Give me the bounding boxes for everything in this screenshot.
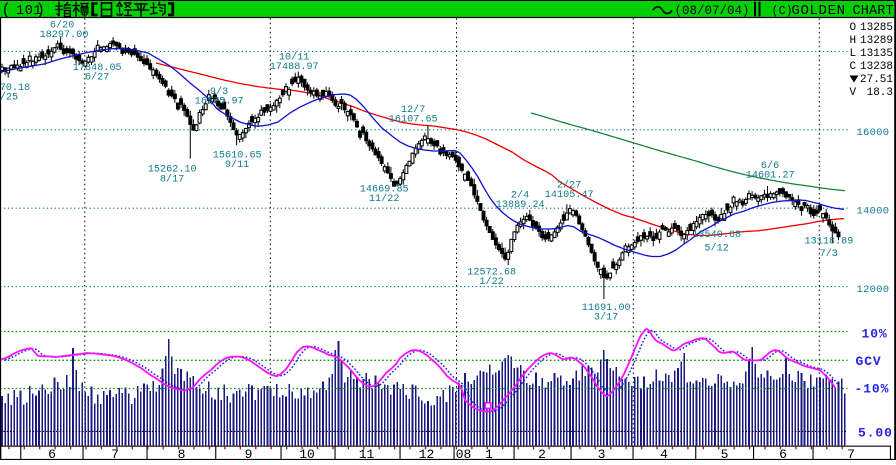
svg-text:9/11: 9/11 — [225, 159, 249, 171]
svg-text:11691.00: 11691.00 — [582, 303, 631, 314]
svg-text:8: 8 — [178, 447, 186, 460]
svg-text:5/12: 5/12 — [704, 242, 728, 254]
svg-text:101: 101 — [16, 4, 42, 19]
svg-text:1: 1 — [485, 447, 493, 460]
svg-text:13238: 13238 — [860, 61, 893, 73]
svg-text:18297.00: 18297.00 — [40, 30, 89, 41]
svg-text:GOLDEN: GOLDEN — [791, 3, 845, 19]
svg-text:): ) — [38, 1, 44, 19]
svg-text:(C): (C) — [772, 5, 793, 18]
svg-text:10%: 10% — [862, 326, 888, 341]
svg-text:17488.97: 17488.97 — [270, 62, 319, 73]
svg-text:GCV: GCV — [856, 354, 882, 369]
svg-text:V: V — [850, 87, 857, 99]
svg-text:12/7: 12/7 — [401, 104, 425, 116]
svg-text:(08/07/04): (08/07/04) — [675, 4, 750, 18]
svg-text:14000: 14000 — [857, 205, 890, 217]
svg-text:15610.65: 15610.65 — [213, 151, 262, 162]
svg-text:27.51: 27.51 — [860, 74, 893, 86]
svg-text:C: C — [850, 61, 857, 73]
svg-text:13135: 13135 — [860, 48, 893, 60]
svg-text:10: 10 — [299, 447, 315, 460]
svg-text:3: 3 — [598, 447, 606, 460]
svg-text:3/17: 3/17 — [594, 312, 618, 324]
svg-text:2/4: 2/4 — [511, 190, 529, 202]
svg-text:O: O — [850, 22, 857, 34]
svg-text:15262.10: 15262.10 — [148, 165, 197, 176]
svg-text:13118.89: 13118.89 — [805, 237, 854, 248]
svg-text:2/27: 2/27 — [557, 179, 581, 191]
svg-text:13889.24: 13889.24 — [496, 200, 545, 211]
svg-text:13289: 13289 — [860, 35, 893, 47]
svg-text:13540.68: 13540.68 — [692, 230, 741, 241]
svg-text:11/22: 11/22 — [369, 193, 400, 205]
svg-text:L: L — [850, 48, 857, 60]
svg-text:17670.18: 17670.18 — [0, 83, 30, 94]
svg-text:16575.97: 16575.97 — [195, 96, 244, 107]
svg-text:14105.47: 14105.47 — [545, 190, 594, 201]
svg-text:5: 5 — [721, 447, 729, 460]
svg-text:6/6: 6/6 — [761, 160, 779, 172]
svg-text:9: 9 — [245, 447, 253, 460]
svg-text:7/3: 7/3 — [820, 248, 838, 260]
svg-text:12572.68: 12572.68 — [467, 268, 516, 279]
svg-text:4/25: 4/25 — [0, 92, 18, 104]
svg-text:13285: 13285 — [860, 22, 893, 34]
svg-text:18.3: 18.3 — [867, 87, 893, 99]
svg-text:6: 6 — [779, 447, 787, 460]
svg-text:4: 4 — [660, 447, 668, 460]
svg-text:6: 6 — [48, 447, 56, 460]
svg-text:9/3: 9/3 — [210, 86, 228, 98]
svg-text:12000: 12000 — [857, 284, 890, 296]
svg-text:7: 7 — [111, 447, 119, 460]
svg-text:6/27: 6/27 — [85, 71, 109, 83]
svg-text:8/17: 8/17 — [160, 173, 184, 185]
svg-text:17848.05: 17848.05 — [73, 63, 122, 74]
svg-text:1/22: 1/22 — [479, 276, 503, 288]
svg-text:14601.27: 14601.27 — [746, 171, 795, 182]
svg-text:-10%: -10% — [855, 382, 890, 397]
svg-text:(: ( — [3, 1, 9, 19]
svg-text:5.00: 5.00 — [858, 425, 893, 440]
svg-text:11: 11 — [359, 447, 375, 460]
svg-text:2: 2 — [538, 447, 546, 460]
svg-text:14669.85: 14669.85 — [360, 185, 409, 196]
svg-text:7: 7 — [847, 447, 855, 460]
svg-text:16000: 16000 — [857, 127, 890, 139]
svg-text:10/11: 10/11 — [279, 51, 310, 63]
svg-text:H: H — [850, 35, 857, 47]
svg-text:12: 12 — [419, 447, 435, 460]
svg-text:08: 08 — [456, 447, 472, 460]
svg-text:6/20: 6/20 — [50, 20, 74, 32]
svg-text:16107.65: 16107.65 — [389, 115, 438, 126]
svg-text:CHART: CHART — [853, 4, 894, 19]
